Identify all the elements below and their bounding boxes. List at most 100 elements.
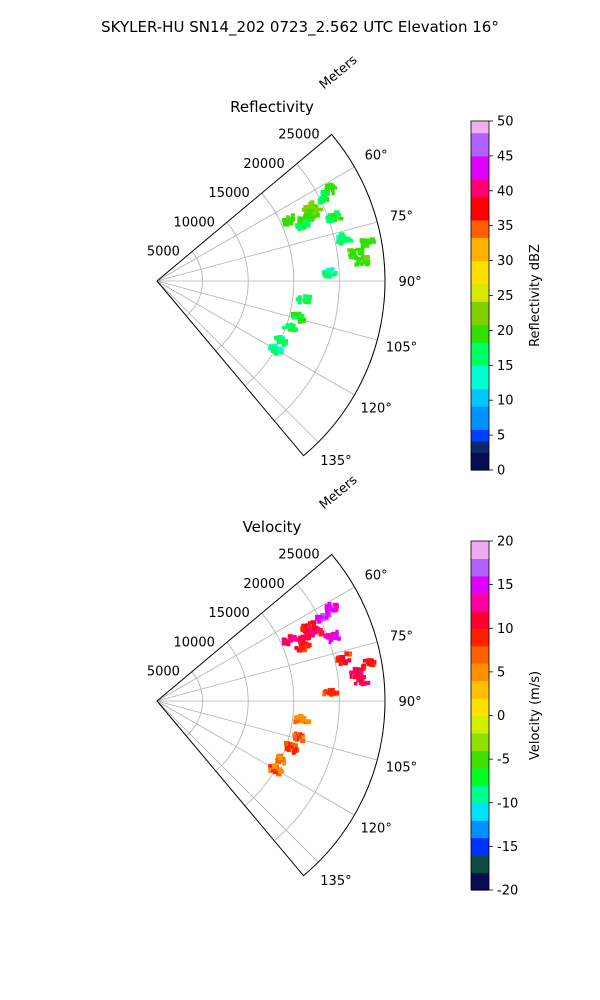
echo-gate	[347, 658, 352, 663]
echo-gate	[282, 218, 287, 223]
echo-cell	[268, 763, 284, 777]
echo-gate	[268, 764, 274, 768]
range-tick-label: 25000	[278, 547, 319, 562]
echo-gate	[354, 262, 360, 267]
colorbar-swatch	[471, 237, 489, 244]
colorbar-swatch	[471, 289, 489, 297]
azimuth-tick-label: 90°	[399, 695, 422, 710]
velocity-range-label: Meters	[317, 473, 361, 513]
echo-gate	[331, 186, 338, 190]
colorbar-swatch	[471, 546, 489, 554]
echo-gate	[325, 634, 332, 640]
echo-gate	[349, 673, 353, 679]
velocity-colorbar: -20 -15 -10 -5 0 5 10 15 20	[470, 535, 518, 899]
echo-gate	[276, 771, 282, 777]
colorbar-swatch	[471, 820, 489, 827]
echo-gate	[290, 311, 297, 316]
colorbar-swatch	[471, 458, 489, 465]
colorbar-swatch	[471, 318, 489, 326]
velocity-cells	[268, 601, 377, 777]
echo-gate	[340, 232, 345, 238]
colorbar-swatch	[471, 190, 489, 198]
echo-gate	[306, 204, 312, 209]
echo-cell	[295, 294, 312, 305]
echo-gate	[330, 635, 335, 639]
colorbar-swatch	[471, 634, 489, 641]
colorbar-swatch	[471, 202, 489, 209]
colorbar-swatch	[471, 855, 489, 862]
figure-title: SKYLER-HU SN14_202 0723_2.562 UTC Elevat…	[101, 18, 499, 37]
colorbar-swatch	[471, 732, 489, 740]
echo-gate	[361, 665, 366, 671]
range-tick-label: 10000	[174, 215, 215, 230]
colorbar-swatch	[471, 417, 489, 425]
colorbar-swatch	[471, 196, 489, 204]
echo-gate	[331, 217, 335, 223]
azimuth-tick-label: 120°	[361, 822, 392, 837]
colorbar-swatch	[471, 738, 489, 746]
echo-gate	[317, 198, 322, 204]
colorbar-swatch	[471, 440, 489, 448]
echo-gate	[306, 627, 311, 632]
echo-gate	[313, 212, 320, 218]
colorbar-swatch	[471, 663, 489, 670]
colorbar-swatch	[471, 150, 489, 157]
echo-gate	[331, 189, 335, 196]
velocity-panel: Velocity 5000 10000 15000 20000 25000 60° 75°…	[147, 473, 543, 899]
colorbar-swatch	[471, 184, 489, 192]
colorbar-tick-label: -15	[497, 840, 518, 855]
colorbar-swatch	[471, 324, 489, 331]
echo-gate	[288, 637, 294, 643]
echo-gate	[333, 210, 340, 214]
colorbar-swatch	[471, 552, 489, 560]
echo-gate	[293, 715, 299, 720]
colorbar-swatch	[471, 138, 489, 145]
colorbar-swatch	[471, 849, 489, 856]
echo-gate	[278, 769, 284, 774]
echo-gate	[291, 315, 298, 320]
colorbar-swatch	[471, 750, 489, 757]
echo-cell	[322, 687, 339, 697]
colorbar-swatch	[471, 400, 489, 407]
echo-gate	[323, 270, 329, 276]
echo-gate	[302, 641, 309, 645]
echo-cell	[352, 673, 371, 687]
echo-gate	[272, 347, 278, 353]
colorbar-swatch	[471, 376, 489, 384]
reflectivity-title: Reflectivity	[230, 98, 314, 116]
echo-gate	[302, 628, 308, 634]
reflectivity-cells	[267, 182, 377, 356]
colorbar-swatch	[471, 132, 489, 140]
echo-gate	[312, 626, 317, 631]
colorbar-tick-label: 50	[497, 115, 514, 130]
colorbar-swatch	[471, 878, 489, 885]
echo-gate	[332, 602, 339, 607]
echo-cell	[360, 658, 377, 671]
reflectivity-frame	[156, 133, 386, 457]
azimuth-tick-label: 60°	[365, 148, 388, 163]
echo-cell	[354, 254, 371, 267]
range-ring	[273, 583, 340, 842]
colorbar-swatch	[471, 429, 489, 436]
reflectivity-azimuth-ticks: 60° 75° 90° 105° 120° 135°	[320, 148, 421, 468]
reflectivity-colorbar: 0 5 10 15 20 25 30 35 40 45 50	[470, 115, 514, 479]
echo-gate	[360, 261, 364, 267]
colorbar-swatch	[471, 604, 489, 612]
colorbar-swatch	[471, 278, 489, 285]
echo-gate	[293, 743, 298, 747]
echo-gate	[359, 238, 366, 244]
colorbar-swatch	[471, 371, 489, 378]
echo-gate	[307, 624, 312, 629]
azimuth-gridline	[156, 280, 378, 341]
colorbar-swatch	[471, 575, 489, 583]
echo-gate	[344, 651, 349, 657]
colorbar-swatch	[471, 435, 489, 442]
colorbar-swatch	[471, 773, 489, 781]
echo-gate	[302, 298, 309, 303]
colorbar-tick-label: 40	[497, 184, 514, 199]
echo-gate	[336, 636, 341, 641]
colorbar-swatch	[471, 622, 489, 629]
velocity-grid	[156, 554, 386, 876]
echo-gate	[293, 735, 298, 741]
colorbar-swatch	[471, 680, 489, 688]
